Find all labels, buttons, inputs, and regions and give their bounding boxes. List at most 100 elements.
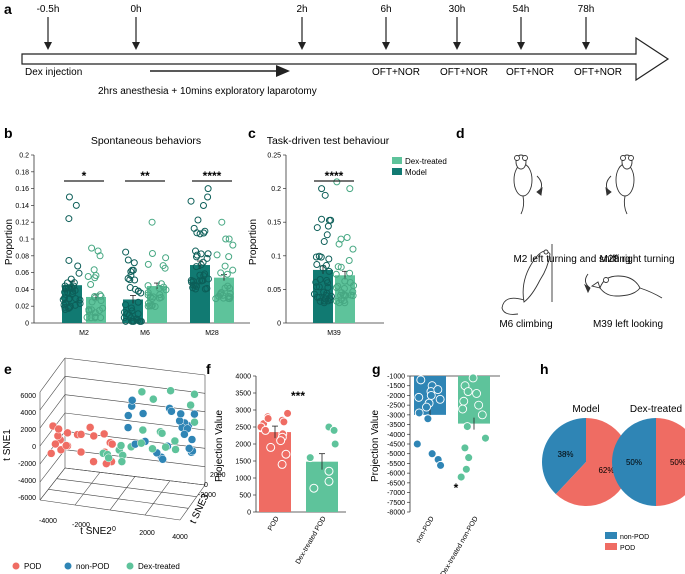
tsne-point — [123, 423, 133, 432]
data-point — [426, 390, 436, 400]
tsne-point — [187, 435, 197, 444]
data-point — [330, 439, 340, 449]
tsne-point — [170, 436, 180, 446]
data-point — [318, 185, 326, 193]
data-point — [148, 218, 156, 226]
panel-c-title: Task-driven test behaviour — [267, 135, 390, 147]
grid-line — [64, 467, 206, 486]
y-tick-label: 0.25 — [267, 153, 281, 160]
data-point — [217, 269, 225, 277]
data-point — [193, 251, 201, 259]
y-tick-label: 0 — [247, 510, 251, 517]
data-point — [122, 248, 130, 256]
data-point — [122, 301, 130, 309]
panel-letter-h: h — [540, 361, 549, 377]
data-point — [62, 285, 70, 293]
y-tick-label: -1500 — [387, 383, 405, 390]
data-point — [427, 449, 437, 459]
data-point — [263, 414, 273, 423]
data-point — [87, 281, 95, 289]
tsne-point — [175, 416, 184, 426]
tsne-point — [46, 449, 56, 458]
data-point — [88, 244, 96, 252]
data-point — [436, 460, 446, 470]
data-point — [90, 266, 98, 274]
data-point — [320, 288, 328, 296]
pie-label: 50% — [626, 458, 642, 467]
data-point — [66, 302, 74, 310]
data-point — [84, 273, 92, 281]
data-point — [343, 234, 351, 242]
data-point — [197, 277, 205, 285]
significance-marker: ** — [140, 169, 150, 183]
y-tick-label: 0.2 — [19, 153, 29, 160]
y-tick-label: -6500 — [387, 480, 405, 487]
data-point — [203, 254, 211, 262]
x-tick-label: non-POD — [415, 516, 436, 545]
data-point — [74, 262, 82, 270]
data-point — [148, 295, 156, 303]
legend-label-model: Model — [405, 168, 427, 177]
grid-line — [179, 484, 206, 521]
y-tick-label: -7000 — [387, 490, 405, 497]
data-point — [327, 216, 335, 224]
data-point — [458, 404, 468, 414]
z-tick-label: 2000 — [210, 472, 226, 479]
data-point — [156, 291, 164, 299]
significance-marker: *** — [291, 389, 305, 403]
test-label: OFT+NOR — [372, 67, 420, 78]
data-point — [187, 197, 195, 205]
data-point — [219, 291, 227, 299]
pie-slice-nonpod — [542, 418, 586, 495]
data-point — [159, 262, 167, 270]
data-point — [320, 238, 328, 246]
tsne-point — [186, 400, 195, 410]
legend-dot-pod — [12, 562, 20, 570]
data-point — [277, 459, 287, 469]
data-point — [422, 402, 431, 412]
x-tick-label: Dex-treated POD — [295, 516, 328, 566]
data-point — [261, 425, 271, 435]
panel-f-ylabel: Projection Value — [214, 410, 225, 483]
data-point — [218, 218, 226, 226]
data-point — [317, 253, 325, 261]
data-point — [315, 283, 323, 291]
data-point — [461, 464, 471, 474]
y-tick-label: -6000 — [387, 471, 405, 478]
mouse-m2-icon — [513, 154, 543, 215]
panel-h-chart: Model Dex-treated 38% 62% 50% 50% non-POD P… — [542, 404, 685, 552]
panel-letter-f: f — [206, 361, 211, 377]
pie-title-dex: Dex-treated — [630, 404, 682, 415]
grid-line — [64, 357, 206, 376]
x-tick-label: M39 — [327, 330, 341, 337]
y-tick-label: 4000 — [20, 410, 36, 417]
tsne-point — [63, 428, 72, 438]
data-point — [148, 250, 156, 258]
panel-letter-d: d — [456, 125, 465, 141]
panel-b-chart: Spontaneous behaviors Proportion 0 0.02 0.… — [4, 135, 250, 337]
y-tick-label: -4500 — [387, 442, 405, 449]
y-tick-label: 4000 — [235, 374, 251, 381]
y-tick-label: 0.1 — [271, 253, 281, 260]
data-point — [225, 253, 233, 261]
timeline-tick-head — [453, 42, 461, 50]
data-point — [136, 317, 144, 325]
tsne-point — [138, 425, 148, 435]
data-point — [204, 275, 212, 283]
mouse-m6-icon — [501, 244, 553, 315]
data-point — [126, 276, 134, 284]
data-point — [76, 296, 84, 304]
timeline-tick-head — [382, 42, 390, 50]
data-point — [213, 251, 221, 259]
data-point — [221, 262, 229, 270]
panel-b-title: Spontaneous behaviors — [91, 135, 201, 147]
data-point — [144, 260, 152, 268]
data-point — [341, 277, 349, 285]
pie-title-model: Model — [572, 404, 599, 415]
tsne-point — [85, 423, 95, 432]
timeline-tick-head — [298, 42, 306, 50]
data-point — [199, 258, 207, 266]
x-tick-label: -2000 — [72, 522, 90, 529]
tsne-point — [61, 441, 71, 450]
data-point — [324, 466, 334, 476]
